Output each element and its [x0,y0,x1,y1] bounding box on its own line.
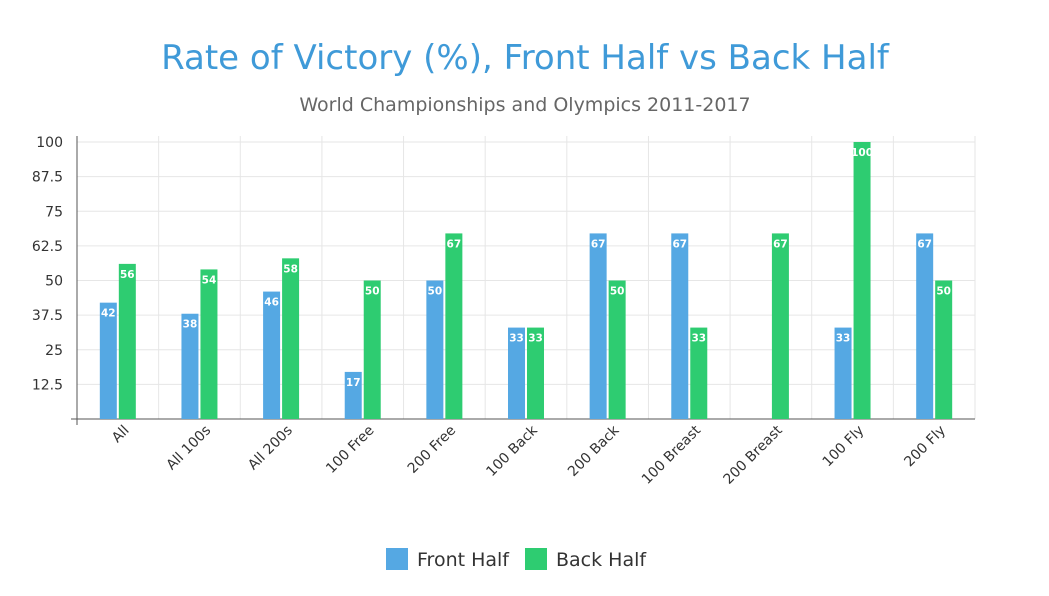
data-label: 67 [447,238,462,250]
x-tick-label: 200 Free [405,423,459,477]
chart-subtitle: World Championships and Olympics 2011-20… [299,94,750,116]
bar-front-half[interactable] [508,327,525,419]
data-label: 67 [672,238,687,250]
legend-label: Front Half [417,549,510,571]
bar-back-half[interactable] [118,263,136,419]
data-label: 100 [851,147,873,159]
bars [99,142,953,420]
bar-back-half[interactable] [200,269,218,419]
bar-back-half[interactable] [935,280,953,420]
chart-title: Rate of Victory (%), Front Half vs Back … [161,38,890,78]
bar-front-half[interactable] [181,313,199,419]
x-tick-label: 200 Fly [901,423,949,471]
legend-swatch [525,548,547,570]
bar-front-half[interactable] [916,233,934,419]
data-label: 38 [183,319,198,331]
bar-front-half[interactable] [99,302,117,419]
x-tick-label: 100 Fly [820,423,868,471]
bar-back-half[interactable] [771,233,789,419]
bar-front-half[interactable] [589,233,607,419]
y-tick-label: 75 [45,204,63,220]
y-tick-label: 12.5 [32,377,63,393]
data-label: 54 [202,274,217,286]
data-label: 67 [773,238,788,250]
data-label: 50 [610,286,625,298]
bar-back-half[interactable] [445,233,463,419]
bar-back-half[interactable] [527,327,544,419]
legend-label: Back Half [556,549,647,571]
y-tick-label: 37.5 [32,308,63,324]
data-label: 58 [283,263,298,275]
data-label: 67 [591,238,606,250]
x-tick-label: 200 Back [565,422,623,480]
x-tick-label: 100 Free [323,423,377,477]
y-tick-label: 25 [45,343,63,359]
y-tick-label: 62.5 [32,239,63,255]
legend-item-back-half[interactable]: Back Half [525,548,647,571]
data-label: 50 [428,286,443,298]
x-tick-label: 100 Breast [639,422,705,488]
data-label: 33 [836,333,851,345]
data-label: 17 [346,377,361,389]
y-tick-label: 100 [36,135,63,151]
data-label: 50 [365,286,380,298]
bar-front-half[interactable] [834,327,852,419]
data-label: 42 [101,308,116,320]
x-tick-label: All [109,423,133,447]
data-label: 33 [691,333,706,345]
bar-back-half[interactable] [282,258,300,419]
x-tick-label: All 200s [245,423,296,474]
data-label: 56 [120,269,135,281]
legend-swatch [386,548,408,570]
x-tick-label: All 100s [163,423,214,474]
bar-back-half[interactable] [608,280,626,420]
x-tick-label: 200 Breast [721,422,787,488]
gridlines [76,136,976,419]
bar-front-half[interactable] [671,233,689,419]
bar-back-half[interactable] [690,327,708,419]
bar-front-half[interactable] [263,291,281,419]
bar-front-half[interactable] [344,371,362,419]
data-label: 33 [509,333,524,345]
legend-item-front-half[interactable]: Front Half [386,548,510,571]
y-tick-label: 87.5 [32,170,63,186]
data-label: 67 [917,238,932,250]
x-tick-label: 100 Back [483,422,541,480]
data-label: 46 [264,297,279,309]
data-labels: 42 56 38 54 46 58 17 50 50 67 33 33 67 50 67 33 67 33 100 6… [101,147,951,389]
y-tick-label: 50 [45,274,63,290]
bar-back-half[interactable] [853,142,871,419]
bar-front-half[interactable] [426,280,444,420]
data-label: 33 [528,333,543,345]
bar-back-half[interactable] [363,280,381,420]
legend[interactable]: Front Half Back Half [386,548,647,571]
axes: 12.5 25 37.5 50 62.5 75 87.5 100 All All 100s All … [32,135,975,488]
data-label: 50 [936,286,951,298]
